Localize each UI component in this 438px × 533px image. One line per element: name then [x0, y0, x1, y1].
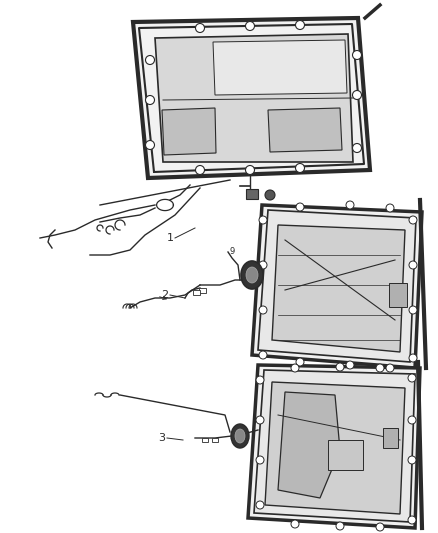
Circle shape — [246, 21, 254, 30]
Circle shape — [259, 306, 267, 314]
Circle shape — [353, 91, 361, 100]
Polygon shape — [278, 392, 340, 498]
Polygon shape — [265, 382, 405, 514]
Circle shape — [408, 374, 416, 382]
Polygon shape — [268, 108, 342, 152]
Bar — [212, 438, 218, 442]
Circle shape — [259, 261, 267, 269]
Circle shape — [409, 306, 417, 314]
Bar — [389, 283, 407, 307]
Polygon shape — [248, 365, 420, 528]
Polygon shape — [155, 34, 353, 162]
Circle shape — [256, 456, 264, 464]
Circle shape — [256, 376, 264, 384]
Circle shape — [346, 361, 354, 369]
Polygon shape — [213, 40, 347, 95]
Circle shape — [376, 364, 384, 372]
Polygon shape — [133, 18, 370, 178]
Circle shape — [408, 516, 416, 524]
Circle shape — [408, 456, 416, 464]
Text: 9: 9 — [230, 247, 235, 256]
Bar — [383, 428, 398, 448]
Circle shape — [256, 501, 264, 509]
Circle shape — [409, 354, 417, 362]
Circle shape — [296, 164, 304, 173]
Circle shape — [259, 216, 267, 224]
Circle shape — [195, 23, 205, 33]
Circle shape — [259, 351, 267, 359]
Circle shape — [145, 55, 155, 64]
Circle shape — [145, 95, 155, 104]
Circle shape — [409, 216, 417, 224]
Bar — [193, 290, 200, 295]
Circle shape — [256, 416, 264, 424]
Circle shape — [409, 261, 417, 269]
Circle shape — [353, 51, 361, 60]
Circle shape — [145, 141, 155, 149]
Circle shape — [386, 204, 394, 212]
Circle shape — [296, 203, 304, 211]
Circle shape — [291, 520, 299, 528]
Polygon shape — [252, 205, 422, 368]
Polygon shape — [272, 225, 405, 352]
Circle shape — [296, 358, 304, 366]
Bar — [246, 189, 258, 199]
Circle shape — [353, 143, 361, 152]
Circle shape — [291, 364, 299, 372]
Circle shape — [296, 20, 304, 29]
Circle shape — [376, 523, 384, 531]
Circle shape — [386, 364, 394, 372]
Polygon shape — [258, 210, 416, 362]
Ellipse shape — [231, 424, 249, 448]
Ellipse shape — [241, 261, 263, 289]
Circle shape — [336, 522, 344, 530]
Circle shape — [265, 190, 275, 200]
Circle shape — [346, 201, 354, 209]
Polygon shape — [254, 370, 415, 522]
Circle shape — [195, 166, 205, 174]
Circle shape — [246, 166, 254, 174]
Ellipse shape — [246, 267, 258, 283]
Text: 2: 2 — [162, 290, 169, 300]
Ellipse shape — [235, 429, 245, 443]
Text: 3: 3 — [159, 433, 166, 443]
Text: 1: 1 — [166, 233, 173, 243]
Circle shape — [336, 363, 344, 371]
Polygon shape — [162, 108, 216, 155]
Bar — [328, 440, 363, 470]
Circle shape — [408, 416, 416, 424]
Bar — [202, 438, 208, 442]
Bar — [199, 288, 206, 293]
